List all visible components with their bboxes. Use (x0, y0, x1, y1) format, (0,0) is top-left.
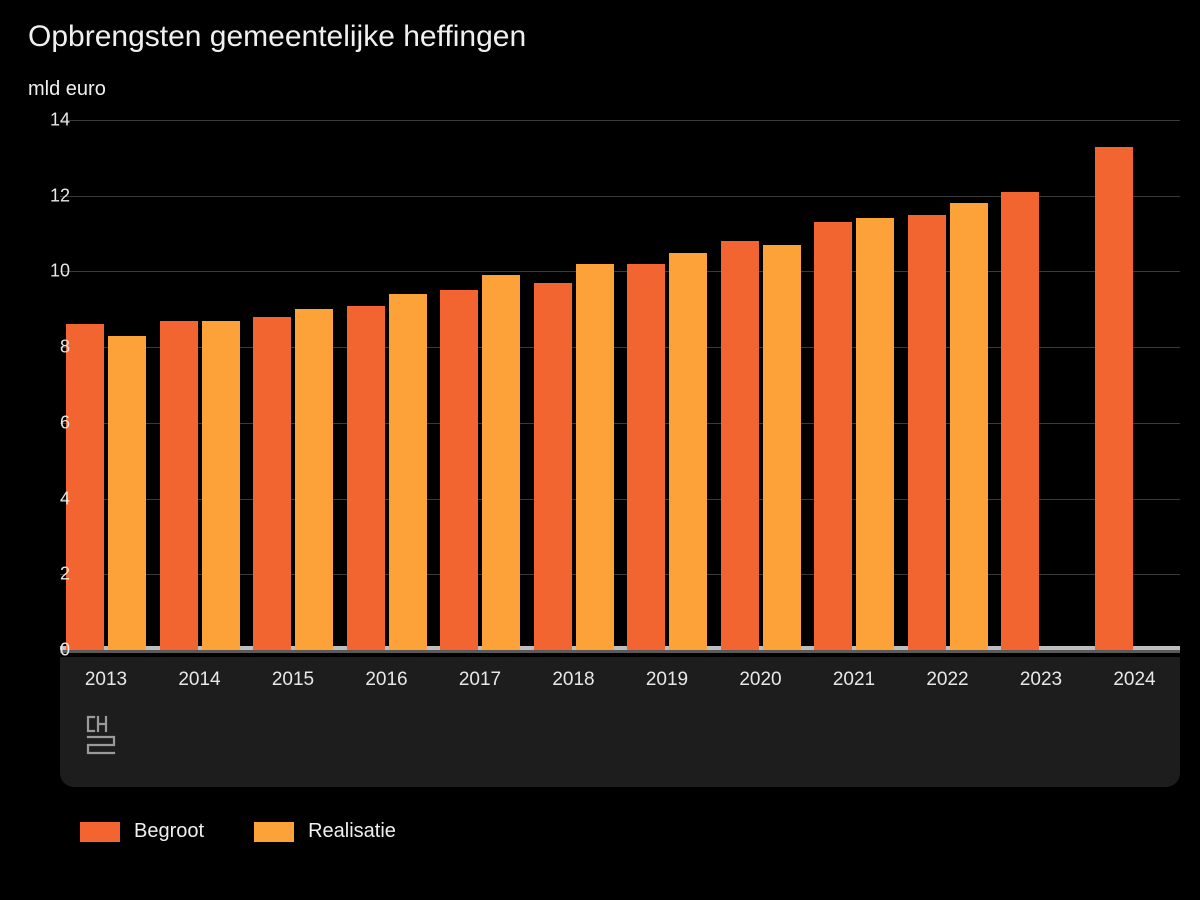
cbs-logo-icon (82, 713, 126, 757)
bar-begroot (347, 306, 385, 651)
bar-realisatie (576, 264, 614, 650)
legend-label: Begroot (134, 820, 204, 843)
y-tick-label: 0 (30, 640, 70, 661)
chart-subtitle: mld euro (28, 78, 106, 101)
bar-begroot (534, 283, 572, 650)
bar-realisatie (669, 253, 707, 651)
bar-begroot (160, 321, 198, 650)
x-tick-label: 2020 (739, 669, 781, 691)
bar-begroot (66, 324, 104, 650)
bar-begroot (814, 222, 852, 650)
legend-item: Realisatie (254, 820, 396, 843)
legend-label: Realisatie (308, 820, 396, 843)
x-tick-label: 2016 (365, 669, 407, 691)
y-tick-label: 2 (30, 564, 70, 585)
legend: Begroot Realisatie (80, 820, 396, 843)
y-tick-label: 4 (30, 488, 70, 509)
y-tick-label: 8 (30, 337, 70, 358)
bar-realisatie (389, 294, 427, 650)
bar-begroot (1001, 192, 1039, 650)
chart-container: Opbrengsten gemeentelijke heffingen mld … (0, 0, 1200, 900)
x-tick-label: 2021 (833, 669, 875, 691)
y-tick-label: 12 (30, 185, 70, 206)
x-tick-label: 2023 (1020, 669, 1062, 691)
y-tick-label: 6 (30, 412, 70, 433)
bar-realisatie (202, 321, 240, 650)
bar-begroot (908, 215, 946, 650)
x-tick-label: 2022 (926, 669, 968, 691)
x-tick-label: 2024 (1113, 669, 1155, 691)
x-tick-label: 2019 (646, 669, 688, 691)
bar-realisatie (108, 336, 146, 650)
x-tick-label: 2013 (85, 669, 127, 691)
bar-realisatie (763, 245, 801, 650)
bar-begroot (627, 264, 665, 650)
bar-begroot (721, 241, 759, 650)
chart-title: Opbrengsten gemeentelijke heffingen (28, 20, 526, 54)
y-tick-label: 10 (30, 261, 70, 282)
x-tick-label: 2017 (459, 669, 501, 691)
x-tick-label: 2018 (552, 669, 594, 691)
bar-realisatie (482, 275, 520, 650)
bar-realisatie (295, 309, 333, 650)
gridline (60, 120, 1180, 121)
legend-swatch (80, 822, 120, 842)
legend-item: Begroot (80, 820, 204, 843)
x-tick-label: 2014 (178, 669, 220, 691)
y-tick-label: 14 (30, 110, 70, 131)
bar-begroot (1095, 147, 1133, 651)
x-tick-label: 2015 (272, 669, 314, 691)
bar-begroot (253, 317, 291, 650)
legend-swatch (254, 822, 294, 842)
bar-realisatie (950, 203, 988, 650)
plot-area (60, 120, 1180, 650)
bar-realisatie (856, 218, 894, 650)
x-axis-panel: 2013 2014 2015 2016 2017 2018 2019 2020 2021 2022… (60, 657, 1180, 787)
bar-begroot (440, 290, 478, 650)
